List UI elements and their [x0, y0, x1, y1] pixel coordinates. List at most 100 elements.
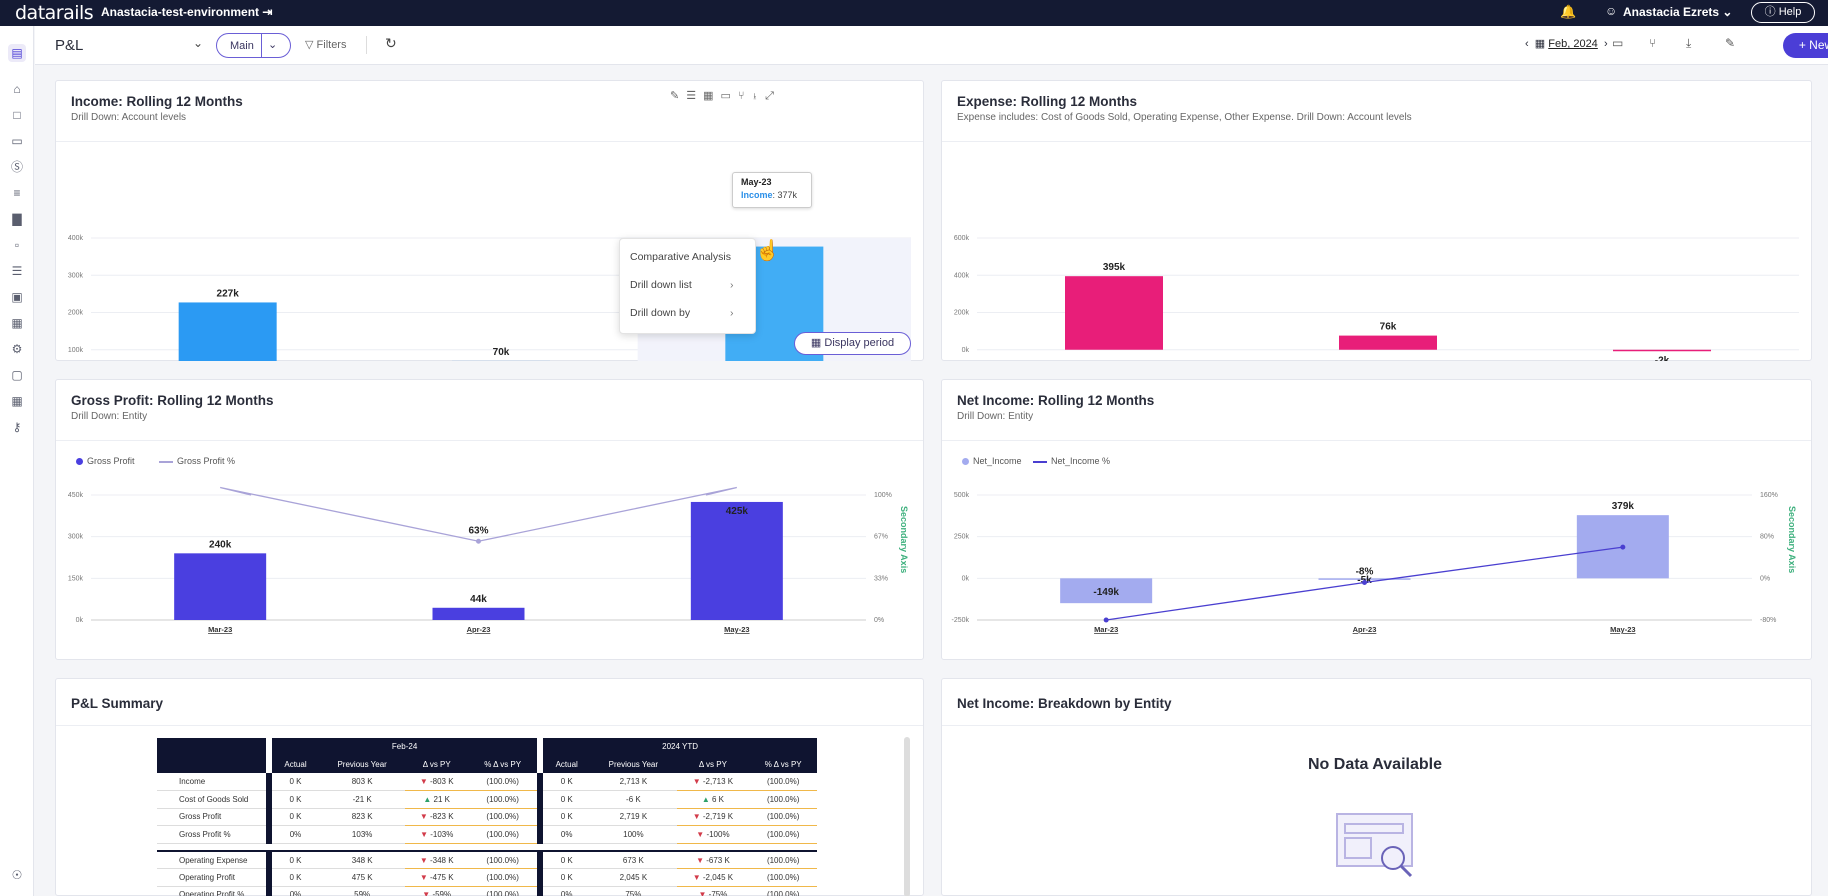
- widget-subtitle: Expense includes: Cost of Goods Sold, Op…: [957, 112, 1412, 123]
- y2-tick-label: -80%: [1760, 617, 1776, 624]
- y-tick-label: 600k: [954, 235, 970, 242]
- tooltip-period: May-23: [741, 177, 772, 187]
- column-header: Δ vs PY: [405, 755, 469, 773]
- date-value: Feb, 2024: [1548, 38, 1598, 50]
- display-period-button[interactable]: ▦ Display period: [794, 332, 911, 355]
- table-column-header: Actual Previous Year Δ vs PY% Δ vs PY Actua…: [157, 755, 817, 773]
- legend-gross-profit[interactable]: Gross Profit: [76, 456, 135, 466]
- legend-swatch: [1033, 460, 1047, 463]
- row-label: Operating Profit: [157, 868, 272, 887]
- table-cell: (100.0%): [749, 790, 817, 809]
- table-row: Operating Expense 0 K 348 K ▼ -348 K (100.0%…: [157, 850, 817, 869]
- files-icon[interactable]: ▣: [11, 290, 23, 304]
- clipboard-icon[interactable]: □: [13, 108, 21, 122]
- gross-profit-combo-chart[interactable]: 0k 150k 300k 450k 0% 33% 67% 100% 240k Mar-23 44k A…: [56, 470, 923, 660]
- table-cell: 0 K: [269, 790, 319, 809]
- page-title: P&L: [55, 37, 84, 54]
- y-tick-label: 400k: [954, 272, 970, 279]
- chevron-left-icon[interactable]: ‹: [1525, 38, 1529, 50]
- magnifier-handle: [1399, 864, 1413, 878]
- table-row: Operating Profit % 0% 59% ▼ -59% (100.0%) 0% 7…: [157, 886, 817, 896]
- list-icon[interactable]: ☰: [686, 90, 704, 102]
- table-cell: (100.0%): [468, 790, 544, 809]
- date-selector[interactable]: ‹ ▦ Feb, 2024 ›: [1525, 37, 1608, 50]
- legend-gross-profit-pct[interactable]: Gross Profit %: [159, 456, 235, 466]
- share-icon[interactable]: ⑂: [737, 90, 752, 102]
- chevron-right-icon[interactable]: ›: [1603, 38, 1608, 50]
- net-income-combo-chart[interactable]: -250k 0k 250k 500k -80% 0% 80% 160% -149k Mar-23 -…: [942, 470, 1811, 660]
- table-cell: (100.0%): [749, 808, 817, 826]
- scrollbar[interactable]: [904, 737, 910, 896]
- filters-button[interactable]: ▽ Filters: [305, 38, 346, 51]
- share-icon[interactable]: ⑂: [1649, 36, 1657, 50]
- table-cell: 475 K: [319, 868, 406, 887]
- user-menu[interactable]: ☺ Anastacia Ezrets ⌄: [1605, 4, 1732, 19]
- gear-icon[interactable]: ⚙: [11, 342, 23, 356]
- legend-net-income[interactable]: Net_Income: [962, 456, 1022, 466]
- bell-icon[interactable]: 🔔: [1560, 4, 1577, 19]
- expense-bar-chart[interactable]: -200k0k200k400k600k395kMar-2376kApr-23-2…: [942, 141, 1811, 361]
- table-cell: -6 K: [590, 790, 677, 809]
- table-cell: 673 K: [590, 850, 677, 869]
- refresh-icon[interactable]: ↻: [385, 35, 397, 51]
- series-point: [1362, 580, 1367, 585]
- new-button[interactable]: + New: [1783, 33, 1828, 58]
- widget-subtitle: Drill Down: Account levels: [71, 112, 187, 123]
- widget-title: Net Income: Breakdown by Entity: [957, 696, 1172, 711]
- table-cell: 0 K: [540, 868, 591, 887]
- menu-item-drill-down-list[interactable]: Drill down list: [630, 279, 692, 291]
- column-header: Actual: [269, 755, 319, 773]
- home-icon[interactable]: ⌂: [13, 82, 21, 96]
- widget-title: Net Income: Rolling 12 Months: [957, 393, 1155, 408]
- comment-icon[interactable]: ▭: [1612, 36, 1624, 50]
- group-header: Feb-24: [269, 738, 544, 756]
- folder-icon[interactable]: ▭: [11, 134, 23, 148]
- comment-icon[interactable]: ▭: [720, 90, 738, 102]
- view-name: Main: [230, 40, 254, 52]
- legend-net-income-pct[interactable]: Net_Income %: [1033, 456, 1110, 466]
- environment-name[interactable]: Anastacia-test-environment ⇥: [101, 5, 273, 19]
- dollar-icon[interactable]: Ⓢ: [10, 160, 23, 174]
- table-cell: 0 K: [269, 808, 319, 826]
- datarails-logo[interactable]: datarails: [15, 2, 94, 24]
- hand-cursor-icon: ☝: [755, 240, 780, 262]
- menu-item-comparative-analysis[interactable]: Comparative Analysis: [630, 251, 731, 263]
- magnifier-icon: [1381, 846, 1405, 870]
- widget-subtitle: Drill Down: Entity: [71, 411, 148, 422]
- chevron-down-icon[interactable]: ⌄: [193, 36, 204, 50]
- table-cell: 0%: [540, 886, 591, 896]
- legend-label: Net_Income %: [1051, 456, 1111, 466]
- down-arrow-icon: ▼: [696, 829, 707, 839]
- chart-bar: [174, 553, 267, 620]
- column-header: Previous Year: [590, 755, 677, 773]
- down-arrow-icon: ▼: [692, 777, 703, 786]
- key-icon[interactable]: ⚷: [12, 420, 22, 434]
- dashboard-icon[interactable]: ▤: [8, 44, 26, 62]
- y-tick-label: 150k: [68, 575, 84, 582]
- pencil-icon[interactable]: ✎: [670, 90, 687, 102]
- pl-summary-widget: P&L Summary Feb-24 2024 YTD Actual Previous…: [55, 678, 924, 896]
- chevron-down-icon[interactable]: ⌄: [268, 39, 278, 51]
- grid-icon[interactable]: ▦: [11, 394, 23, 408]
- table-cell: 0 K: [540, 850, 591, 869]
- table-icon[interactable]: ▦: [11, 316, 23, 330]
- presentation-icon[interactable]: ▫: [14, 238, 20, 252]
- pencil-icon[interactable]: ✎: [1725, 36, 1736, 50]
- data-label: 379k: [1612, 501, 1635, 512]
- menu-item-drill-down-by[interactable]: Drill down by: [630, 307, 691, 319]
- table-cell: (100.0%): [749, 825, 817, 844]
- expand-icon[interactable]: ⤢: [765, 90, 781, 102]
- table-cell: 0 K: [269, 850, 319, 869]
- lightbulb-icon[interactable]: ☉: [11, 868, 23, 882]
- document-icon[interactable]: ▢: [11, 368, 23, 382]
- help-button[interactable]: ⓘ Help: [1751, 2, 1815, 23]
- bar-chart-icon[interactable]: ▇: [12, 212, 22, 226]
- table-cell: ▼ -803 K: [405, 773, 469, 791]
- download-icon[interactable]: ⤓: [1686, 36, 1692, 50]
- report-icon[interactable]: ☰: [11, 264, 23, 278]
- table-icon[interactable]: ▦: [703, 90, 721, 102]
- download-icon[interactable]: ⤓: [751, 90, 766, 102]
- view-selector[interactable]: Main ⌄: [216, 33, 291, 58]
- down-arrow-icon: ▼: [698, 890, 709, 896]
- hierarchy-icon[interactable]: ≡: [13, 186, 21, 200]
